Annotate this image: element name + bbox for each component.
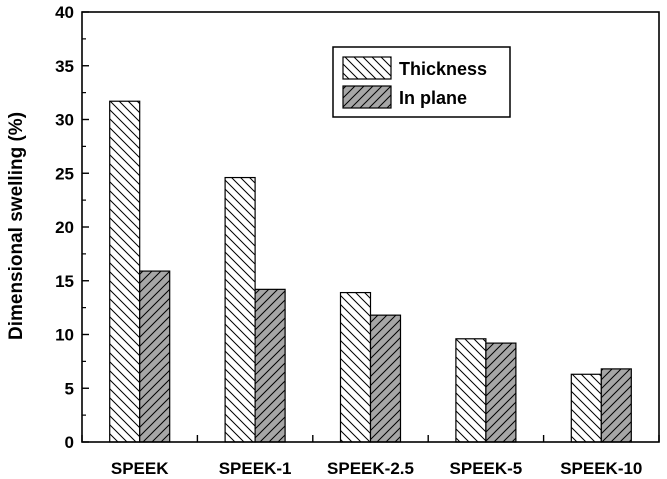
y-tick-label: 40 xyxy=(55,3,74,22)
axes-layer: SPEEK SPEEK-1 SPEEK-2.5 SPEEK-5 SPEEK-10 0 5 10… xyxy=(55,3,660,478)
bar-thickness-speek-10 xyxy=(570,373,602,443)
bar-in-plane-speek-2-5 xyxy=(369,314,402,443)
y-tick-label: 5 xyxy=(65,379,74,398)
x-tick-label: SPEEK-5 xyxy=(450,459,523,478)
y-tick-label: 15 xyxy=(55,272,74,291)
legend-label-thickness: Thickness xyxy=(399,59,487,79)
x-tick-label: SPEEK-1 xyxy=(219,459,292,478)
legend-swatch-in-plane xyxy=(342,85,392,109)
y-tick-label: 25 xyxy=(55,164,74,183)
bar-thickness-speek-1 xyxy=(224,176,256,443)
x-tick-label: SPEEK xyxy=(111,459,169,478)
y-tick-label: 0 xyxy=(65,433,74,452)
y-tick-label: 35 xyxy=(55,57,74,76)
y-tick-label: 10 xyxy=(55,326,74,345)
bar-in-plane-speek xyxy=(139,270,171,443)
y-tick-label: 20 xyxy=(55,218,74,237)
bar-in-plane-speek-1 xyxy=(254,288,286,443)
bar-thickness-speek-2-5 xyxy=(339,291,372,443)
y-axis-title: Dimensional swelling (%) xyxy=(6,112,27,340)
legend: Thickness In plane xyxy=(332,46,511,118)
bar-thickness-speek xyxy=(109,100,141,443)
bar-in-plane-speek-5 xyxy=(485,342,517,443)
bars-layer xyxy=(109,100,632,443)
bar-in-plane-speek-10 xyxy=(600,368,632,443)
x-tick-label: SPEEK-10 xyxy=(560,459,642,478)
x-tick-label: SPEEK-2.5 xyxy=(327,459,414,478)
bar-thickness-speek-5 xyxy=(455,338,487,443)
legend-label-in-plane: In plane xyxy=(399,88,467,108)
y-tick-label: 30 xyxy=(55,111,74,130)
legend-swatch-thickness xyxy=(342,56,392,80)
